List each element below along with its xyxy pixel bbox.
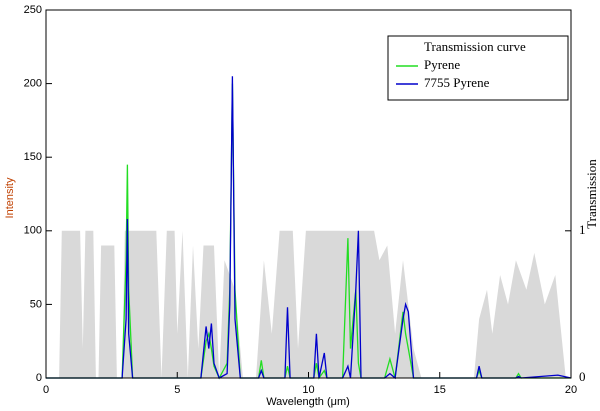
- y-tick-label: 0: [36, 372, 42, 384]
- y-tick-label: 50: [30, 298, 42, 310]
- y-tick-label: 100: [24, 225, 42, 237]
- x-tick-label: 10: [302, 384, 314, 396]
- y-tick-label: 250: [24, 4, 42, 16]
- y-tick-label: 150: [24, 151, 42, 163]
- x-tick-label: 20: [565, 384, 577, 396]
- y-axis-label: Intensity: [4, 177, 16, 218]
- legend-label: Transmission curve: [424, 39, 526, 54]
- legend-label: 7755 Pyrene: [424, 75, 490, 90]
- x-tick-label: 0: [43, 384, 49, 396]
- y-tick-label: 200: [24, 78, 42, 90]
- series-line: [59, 230, 571, 378]
- legend: [387, 35, 569, 101]
- x-tick-label: 15: [434, 384, 446, 396]
- y2-tick-label: 0: [579, 369, 586, 384]
- plot-frame: [45, 9, 572, 379]
- y2-tick-label: 1: [579, 222, 586, 237]
- x-axis-label: Wavelength (μm): [266, 396, 350, 408]
- x-tick-label: 5: [174, 384, 180, 396]
- legend-label: Pyrene: [424, 57, 460, 72]
- y2-axis-label: Transmission: [584, 159, 599, 229]
